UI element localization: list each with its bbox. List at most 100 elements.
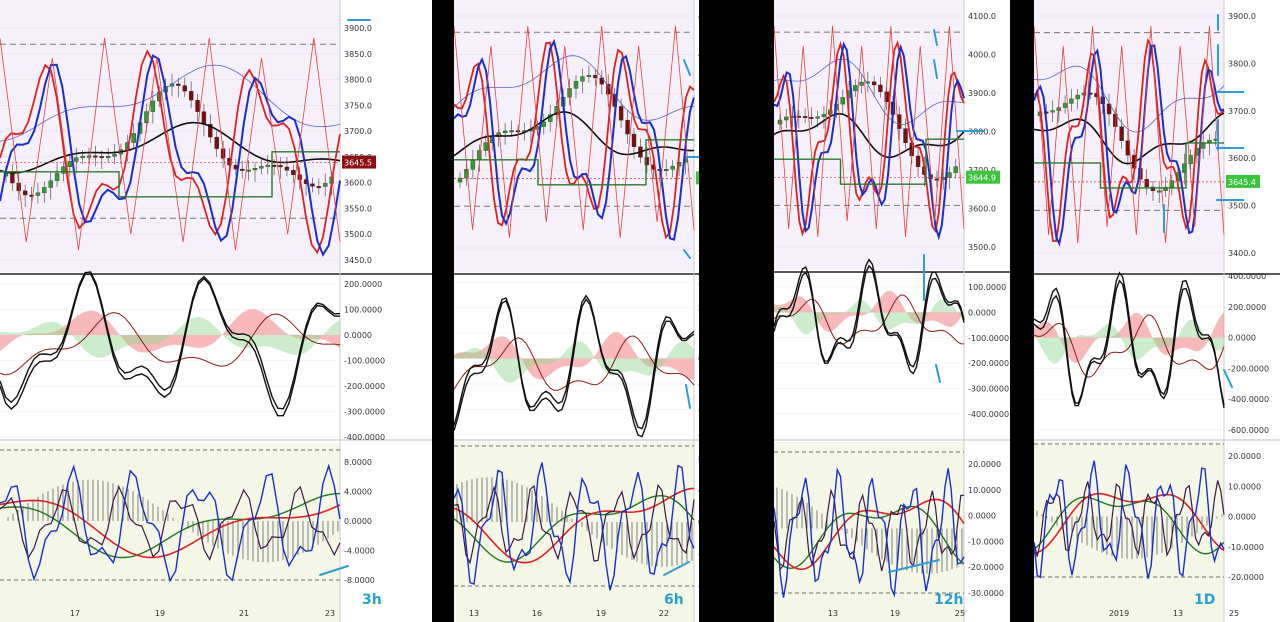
candle xyxy=(86,155,92,158)
momentum-line-blue xyxy=(454,462,695,591)
candle xyxy=(1056,107,1062,111)
price-tick-label: 3500.0 xyxy=(698,244,699,253)
annotation-arrow xyxy=(683,59,691,76)
candle xyxy=(310,183,315,187)
momentum-tick-label: -8.0000 xyxy=(698,582,699,591)
last-price-badge xyxy=(342,155,376,169)
signal-line-red xyxy=(0,49,341,255)
annotation-arrow xyxy=(663,561,690,576)
price-tick-label: 3600.0 xyxy=(698,205,699,214)
momentum-pane-bg xyxy=(454,442,694,622)
momentum-tick-label: 10.0000 xyxy=(968,486,1001,495)
histogram-area xyxy=(1034,312,1224,364)
histogram-area xyxy=(0,309,340,353)
timeframe-label: 12h xyxy=(934,592,963,608)
candle xyxy=(240,168,245,171)
candle xyxy=(664,169,669,171)
candle xyxy=(1200,143,1206,149)
last-price-label: 3645.5 xyxy=(698,174,699,183)
price-tick-label: 3800.0 xyxy=(1228,59,1256,68)
oscillator-tick-label: -400.0000 xyxy=(344,433,385,442)
candle xyxy=(131,133,136,143)
oscillator-line-black xyxy=(774,258,965,368)
oscillator-tick-label: 200.0000 xyxy=(344,280,382,289)
candle xyxy=(483,142,488,151)
momentum-tick-label: 10.0000 xyxy=(1228,482,1261,491)
last-price-label: 3645.5 xyxy=(344,159,372,168)
price-tick-label: 3700.0 xyxy=(344,127,372,136)
candle xyxy=(35,192,41,196)
panel-svg: 3900.0 3800.0 3700.0 3600.0 3500.0 3400.0 3645… xyxy=(1034,0,1280,622)
momentum-line-green xyxy=(774,505,965,570)
candle xyxy=(1188,155,1193,164)
momentum-tick-label: -10.0000 xyxy=(1228,543,1264,552)
annotation-arrow xyxy=(1223,369,1233,388)
oscillator-tick-label: 300.0000 xyxy=(698,278,699,287)
chart-panel-3h: 3900.03850.03800.03750.03700.03650.03600… xyxy=(0,0,432,622)
price-tick-label: 3500.0 xyxy=(968,243,996,252)
oscillator-tick-label: -400.0000 xyxy=(1228,395,1269,404)
x-tick-label: 19 xyxy=(596,609,606,618)
annotation-arrow xyxy=(935,364,941,383)
last-price-label: 3645.4 xyxy=(1228,178,1256,187)
candle xyxy=(840,97,845,105)
candle xyxy=(42,187,47,193)
oscillator-line-brown xyxy=(0,311,341,376)
candle xyxy=(99,156,104,159)
zigzag-line xyxy=(0,37,341,251)
candle xyxy=(252,168,258,171)
candle xyxy=(903,128,908,144)
momentum-tick-label: -10.0000 xyxy=(968,537,1004,546)
oscillator-tick-label: 100.0000 xyxy=(698,329,699,338)
candle xyxy=(502,130,508,134)
timeframe-label: 1D xyxy=(1194,592,1215,608)
price-tick-label: 3400.0 xyxy=(1228,249,1256,258)
candle xyxy=(784,116,789,121)
price-tick-label: 4000.0 xyxy=(968,51,996,60)
momentum-tick-label: 4.0000 xyxy=(698,486,699,495)
candle xyxy=(1157,190,1162,193)
oscillator-line-brown xyxy=(454,335,695,391)
candle xyxy=(80,155,85,159)
x-tick-label: 13 xyxy=(469,609,479,618)
candle xyxy=(265,164,270,167)
oscillator-tick-label: -100.0000 xyxy=(344,357,385,366)
momentum-tick-label: 8.0000 xyxy=(344,458,372,467)
x-tick-label: 17 xyxy=(70,609,80,618)
price-tick-label: 3900.0 xyxy=(698,89,699,98)
histogram-area xyxy=(454,332,694,380)
candle xyxy=(150,100,156,112)
oscillator-tick-label: 0.0000 xyxy=(1228,334,1256,343)
oscillator-tick-label: 200.0000 xyxy=(1228,303,1266,312)
momentum-tick-label: 20.0000 xyxy=(1228,452,1261,461)
histogram-area-green xyxy=(1034,319,1224,364)
annotation-arrow xyxy=(933,29,938,46)
candle xyxy=(853,85,858,92)
zigzag-line xyxy=(774,25,965,238)
price-tick-label: 4100.0 xyxy=(968,12,996,21)
annotation-arrow xyxy=(888,559,940,573)
panel-svg: 4100.04000.03900.03800.03700.03600.03500… xyxy=(774,0,1010,622)
price-tick-label: 3500.0 xyxy=(344,230,372,239)
x-tick-label: 19 xyxy=(155,609,165,618)
x-tick-label: 2019 xyxy=(1109,609,1129,618)
oscillator-tick-label: -300.0000 xyxy=(968,385,1009,394)
price-tick-label: 3450.0 xyxy=(344,256,372,265)
momentum-line-dark xyxy=(1034,480,1225,557)
stop-line-green xyxy=(1034,142,1224,189)
candle xyxy=(29,194,34,197)
histogram-area xyxy=(774,290,964,332)
oscillator-line-black xyxy=(0,271,341,410)
momentum-line-green xyxy=(454,494,695,563)
candle xyxy=(644,157,650,166)
momentum-line-dark xyxy=(774,488,965,572)
oscillator-pane-bg xyxy=(1034,276,1224,438)
candle xyxy=(246,169,251,172)
panel-svg: 4100.04000.03900.03800.03700.03600.03500… xyxy=(454,0,699,622)
last-price-badge xyxy=(696,171,699,185)
momentum-line-dark xyxy=(0,485,341,561)
price-tick-label: 3600.0 xyxy=(344,179,372,188)
price-tick-label: 3700.0 xyxy=(1228,107,1256,116)
candle xyxy=(496,132,501,137)
oscillator-tick-label: 200.0000 xyxy=(698,304,699,313)
